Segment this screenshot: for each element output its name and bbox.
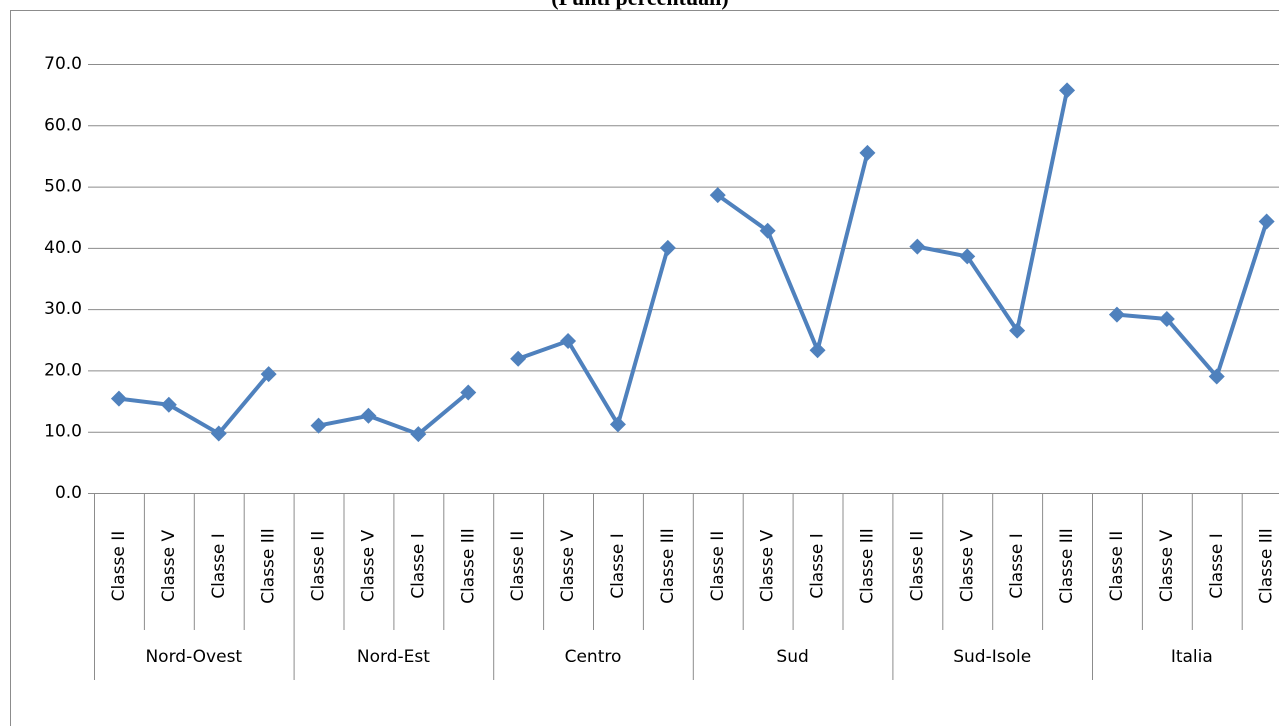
x-tick-label: Classe I — [608, 533, 628, 599]
marker — [1258, 213, 1275, 230]
marker — [609, 416, 626, 433]
x-tick-label: Classe II — [907, 531, 927, 602]
marker — [1108, 306, 1125, 323]
line — [716, 152, 870, 353]
marker — [110, 390, 127, 407]
x-tick-label: Classe V — [558, 530, 578, 603]
line — [517, 247, 670, 427]
marker — [1158, 310, 1175, 327]
marker — [809, 342, 826, 359]
x-tick-label: Classe III — [259, 528, 279, 604]
x-tick-label: Classe I — [209, 533, 229, 599]
y-tick-label: 10.0 — [44, 422, 82, 442]
marker — [560, 333, 577, 350]
y-tick-label: 40.0 — [44, 238, 82, 258]
group-label: Centro — [565, 647, 622, 667]
chart-title: (Punti percentuali) — [551, 0, 728, 10]
marker — [460, 384, 477, 401]
marker — [909, 238, 926, 255]
line — [118, 372, 271, 436]
marker — [1059, 82, 1076, 99]
y-tick-label: 70.0 — [44, 54, 82, 74]
marker — [959, 248, 976, 265]
chart-frame — [10, 10, 1279, 726]
x-tick-label: Classe I — [808, 533, 828, 599]
line — [318, 390, 470, 437]
marker — [1208, 368, 1225, 385]
x-tick-label: Classe II — [109, 531, 129, 602]
y-tick-label: 0.0 — [55, 483, 82, 503]
marker — [709, 187, 726, 204]
group-label: Sud — [776, 647, 808, 667]
marker — [1009, 322, 1026, 339]
x-tick-label: Classe V — [758, 530, 778, 603]
x-tick-label: Classe III — [458, 528, 478, 604]
x-tick-label: Classe V — [957, 530, 977, 603]
marker — [410, 426, 427, 443]
group-label: Nord-Est — [357, 647, 430, 667]
marker — [510, 350, 527, 367]
line — [1116, 220, 1269, 379]
marker — [859, 144, 876, 161]
marker — [310, 417, 327, 434]
line — [916, 89, 1070, 333]
group-label: Sud-Isole — [953, 647, 1031, 667]
x-tick-label: Classe I — [408, 533, 428, 599]
marker — [759, 222, 776, 239]
y-tick-label: 50.0 — [44, 177, 82, 197]
y-tick-label: 60.0 — [44, 115, 82, 135]
x-tick-label: Classe II — [309, 531, 329, 602]
group-label: Italia — [1171, 647, 1213, 667]
x-tick-label: Classe III — [1057, 528, 1077, 604]
x-tick-label: Classe V — [358, 530, 378, 603]
marker — [210, 425, 227, 442]
x-tick-label: Classe V — [159, 530, 179, 603]
marker — [160, 396, 177, 413]
x-tick-label: Classe I — [1007, 533, 1027, 599]
x-tick-label: Classe V — [1157, 530, 1177, 603]
x-tick-label: Classe I — [1207, 533, 1227, 599]
marker — [659, 239, 676, 256]
marker — [360, 407, 377, 424]
marker — [260, 366, 277, 383]
x-tick-label: Classe II — [1107, 531, 1127, 602]
x-tick-label: Classe III — [658, 528, 678, 604]
x-tick-label: Classe II — [708, 531, 728, 602]
x-tick-label: Classe III — [857, 528, 877, 604]
x-tick-label: Classe II — [508, 531, 528, 602]
y-tick-label: 30.0 — [44, 299, 82, 319]
group-label: Nord-Ovest — [145, 647, 242, 667]
x-tick-label: Classe III — [1257, 528, 1277, 604]
y-tick-label: 20.0 — [44, 360, 82, 380]
